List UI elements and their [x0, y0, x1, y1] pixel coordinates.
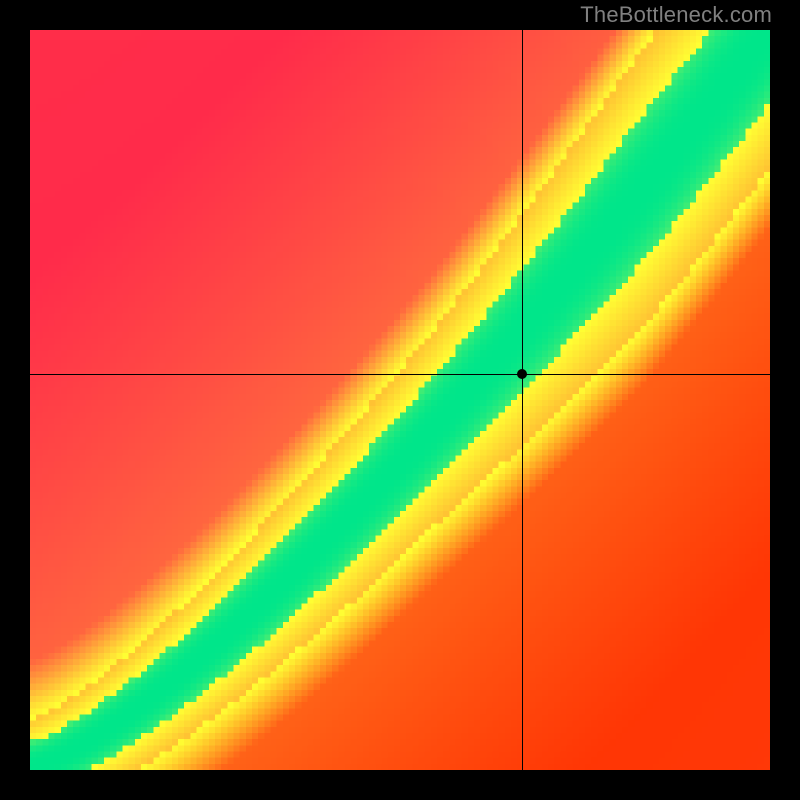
plot-area [30, 30, 770, 770]
marker-point [517, 369, 527, 379]
watermark-text: TheBottleneck.com [580, 2, 772, 28]
crosshair-vertical [522, 30, 523, 770]
crosshair-horizontal [30, 374, 770, 375]
bottleneck-heatmap [30, 30, 770, 770]
